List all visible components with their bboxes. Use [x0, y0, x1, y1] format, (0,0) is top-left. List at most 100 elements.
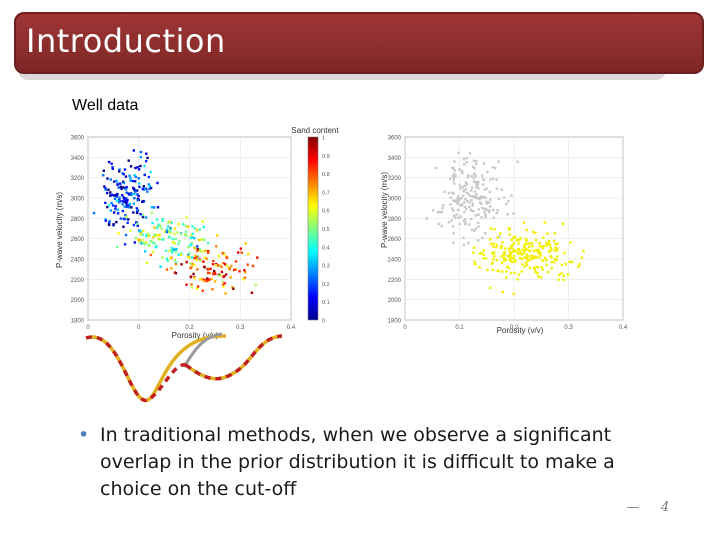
- data-point: [488, 286, 492, 290]
- data-point: [440, 224, 443, 228]
- data-point: [139, 233, 143, 236]
- data-point: [209, 267, 212, 271]
- data-point: [466, 191, 469, 195]
- data-point: [188, 252, 191, 255]
- data-point: [536, 251, 540, 254]
- data-point: [470, 189, 473, 192]
- data-point: [185, 216, 188, 219]
- data-point: [201, 238, 204, 241]
- data-point: [167, 230, 170, 233]
- data-point: [555, 258, 558, 262]
- data-point: [217, 254, 221, 258]
- y-tick-label: 3200: [71, 176, 85, 182]
- data-point: [203, 238, 206, 241]
- data-point: [155, 234, 159, 237]
- data-point: [163, 230, 167, 233]
- data-point: [201, 220, 204, 223]
- data-point: [541, 247, 545, 250]
- data-point: [508, 228, 511, 231]
- data-point: [156, 225, 160, 228]
- data-point: [213, 269, 216, 273]
- data-point: [122, 181, 126, 185]
- y-tick-label: 3400: [71, 156, 85, 162]
- data-point: [528, 266, 532, 270]
- yellow-curve: [85, 334, 227, 402]
- data-point: [526, 259, 530, 262]
- data-point: [214, 264, 218, 267]
- data-point: [107, 223, 111, 227]
- data-point: [467, 174, 470, 177]
- data-point: [169, 226, 172, 230]
- data-point: [549, 255, 552, 258]
- data-point: [449, 196, 452, 200]
- data-point: [169, 229, 172, 233]
- data-point: [441, 207, 444, 210]
- page-number: 4: [661, 500, 670, 515]
- data-point: [526, 242, 529, 245]
- data-point: [194, 254, 197, 258]
- data-point: [187, 245, 190, 249]
- data-point: [530, 242, 534, 245]
- data-point: [553, 232, 556, 235]
- data-point: [457, 151, 460, 154]
- data-point: [203, 265, 206, 269]
- data-point: [525, 261, 528, 265]
- data-point: [503, 256, 506, 260]
- data-point: [181, 223, 185, 226]
- data-point: [504, 270, 508, 273]
- data-point: [471, 202, 474, 205]
- data-point: [467, 241, 470, 245]
- data-point: [515, 250, 518, 253]
- data-point: [507, 247, 511, 250]
- data-point: [106, 177, 109, 180]
- data-point: [190, 233, 193, 237]
- data-point: [147, 175, 151, 179]
- x-tick-label: 0.3: [236, 325, 245, 331]
- y-tick-label: 2000: [388, 298, 402, 304]
- data-point: [156, 181, 159, 185]
- data-point: [458, 168, 461, 171]
- data-point: [196, 247, 199, 251]
- y-tick-label: 3000: [388, 197, 402, 203]
- data-point: [545, 244, 549, 247]
- data-point: [146, 156, 149, 160]
- data-point: [224, 292, 227, 295]
- data-point: [165, 257, 169, 261]
- data-point: [453, 169, 456, 172]
- data-point: [532, 266, 536, 270]
- data-point: [502, 196, 506, 199]
- data-point: [523, 249, 527, 253]
- data-point: [126, 221, 129, 225]
- data-point: [482, 253, 485, 256]
- data-point: [451, 174, 454, 178]
- yellow-curve-right: [184, 334, 283, 381]
- data-point: [130, 193, 133, 197]
- data-point: [193, 226, 196, 230]
- data-point: [496, 269, 499, 273]
- data-point: [462, 194, 465, 197]
- data-point: [107, 188, 110, 191]
- data-point: [438, 210, 442, 214]
- data-point: [213, 280, 217, 283]
- title-bar: [14, 12, 704, 74]
- data-point: [142, 242, 145, 245]
- data-point: [504, 247, 507, 250]
- data-point: [203, 279, 206, 283]
- data-point: [104, 187, 107, 190]
- data-point: [464, 187, 468, 191]
- data-point: [129, 176, 132, 180]
- data-point: [504, 276, 508, 279]
- data-point: [218, 264, 221, 267]
- data-point: [141, 215, 145, 219]
- data-point: [512, 292, 516, 296]
- x-tick-label: 0.2: [510, 325, 519, 331]
- data-point: [128, 174, 131, 177]
- right-points: [425, 151, 585, 296]
- data-point: [143, 173, 146, 177]
- data-point: [144, 242, 147, 246]
- data-point: [196, 249, 199, 253]
- data-point: [118, 197, 121, 201]
- data-point: [548, 243, 552, 247]
- data-point: [550, 248, 553, 252]
- data-point: [503, 258, 506, 262]
